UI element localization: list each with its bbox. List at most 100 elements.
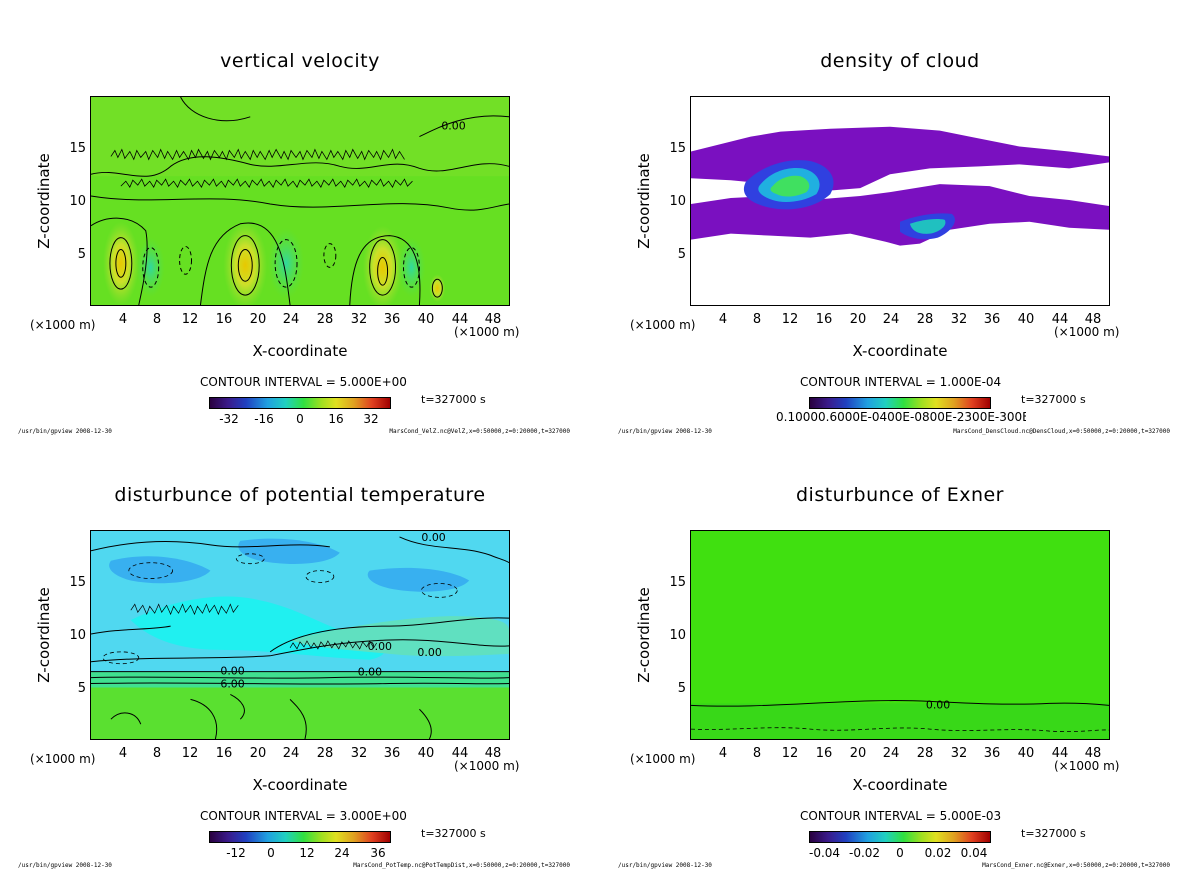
x-tick-label: 16	[815, 312, 833, 327]
x-tick-label: 4	[118, 312, 128, 327]
x-tick-label: 44	[1051, 746, 1069, 761]
colorbar-tick-labels: 0.10000.6000E-0400E-0800E-2300E-300E-03	[776, 410, 1026, 424]
footer-left: /usr/bin/gpview 2008-12-30	[618, 862, 712, 869]
contour-line-negative	[274, 239, 298, 288]
x-unit-left: (×1000 m)	[630, 318, 696, 332]
x-tick-label: 40	[417, 746, 435, 761]
x-tick-label: 8	[152, 746, 162, 761]
field-blue-patch	[238, 538, 340, 564]
time-label: t=327000 s	[421, 393, 486, 406]
contour-label: 6.00	[220, 678, 244, 691]
x-tick-label: 24	[282, 746, 300, 761]
updraft-core	[102, 221, 139, 305]
plot-area	[690, 96, 1110, 306]
contour-line	[91, 156, 509, 177]
plot-area: 0.00	[90, 96, 510, 306]
field-blue-patch	[109, 556, 211, 584]
cloud-core	[909, 219, 946, 234]
colorbar-tick: -0.04	[809, 846, 841, 860]
colorbar-tick: 0	[267, 846, 275, 860]
y-tick-label: 10	[669, 628, 686, 643]
plot-area: 0.00 0.00 0.00 0.00 6.00 0.00	[90, 530, 510, 740]
y-axis-label: Z-coordinate	[35, 587, 53, 683]
footer-right: MarsCond_DensCloud.nc@DensCloud,x=0:5000…	[953, 428, 1170, 435]
y-tick-label: 15	[69, 141, 86, 156]
contour-line-negative	[142, 247, 160, 288]
contour-line	[419, 115, 509, 138]
panel-potential-temperature: disturbunce of potential temperature Z-c…	[0, 434, 600, 869]
contour-line-negative	[421, 583, 458, 598]
contour-line-negative	[179, 246, 193, 275]
y-tick-label: 5	[77, 681, 86, 696]
footer-right: MarsCond_VelZ.nc@VelZ,x=0:50000,z=0:2000…	[389, 428, 570, 435]
colorbar-tick: 0	[296, 412, 304, 426]
panel-density-of-cloud: density of cloud Z-coordinate 5 10 15 4 …	[600, 0, 1200, 435]
downdraft-core	[397, 237, 426, 298]
x-tick-label: 24	[882, 312, 900, 327]
x-tick-label: 12	[781, 312, 799, 327]
x-tick-label: 12	[181, 312, 199, 327]
x-tick-label: 32	[950, 312, 968, 327]
x-tick-label: 16	[215, 746, 233, 761]
x-unit-left: (×1000 m)	[630, 752, 696, 766]
cloud-core	[770, 175, 810, 197]
x-tick-label: 24	[882, 746, 900, 761]
contour-label: 0.00	[417, 646, 441, 659]
chart-title: density of cloud	[820, 50, 980, 72]
x-tick-label: 36	[983, 746, 1001, 761]
contour-line	[431, 278, 443, 298]
contour-line	[230, 693, 245, 720]
updraft-core	[429, 274, 446, 303]
colorbar	[809, 831, 991, 843]
contour-interval: CONTOUR INTERVAL = 3.000E+00	[200, 809, 407, 823]
contour-line	[180, 97, 251, 122]
downdraft-core	[268, 227, 304, 300]
x-tick-label: 20	[849, 746, 867, 761]
colorbar	[209, 831, 391, 843]
x-tick-label: 16	[215, 312, 233, 327]
x-tick-label: 32	[350, 746, 368, 761]
contour-line	[419, 708, 432, 739]
contour-line	[237, 249, 253, 282]
panel-exner: disturbunce of Exner Z-coordinate 5 10 1…	[600, 434, 1200, 869]
contour-line	[91, 625, 171, 635]
field-band	[91, 97, 509, 177]
x-tick-label: 8	[752, 746, 762, 761]
x-tick-label: 32	[950, 746, 968, 761]
colorbar-tick: -0.02	[849, 846, 881, 860]
x-tick-label: 4	[718, 312, 728, 327]
turbulence-contours	[289, 640, 377, 650]
contour-line	[109, 237, 133, 290]
chart-title: vertical velocity	[220, 50, 380, 72]
x-tick-label: 4	[718, 746, 728, 761]
x-unit-left: (×1000 m)	[30, 752, 96, 766]
x-tick-label: 48	[1084, 746, 1102, 761]
x-axis-label: X-coordinate	[852, 776, 948, 794]
x-tick-label: 28	[316, 312, 334, 327]
turbulence-contours	[120, 178, 413, 188]
x-tick-label: 44	[451, 312, 469, 327]
y-tick-label: 10	[69, 194, 86, 209]
x-tick-label: 44	[451, 746, 469, 761]
y-tick-label: 10	[69, 628, 86, 643]
x-tick-label: 4	[118, 746, 128, 761]
contour-line	[115, 249, 127, 278]
y-tick-label: 10	[669, 194, 686, 209]
x-tick-label: 36	[983, 312, 1001, 327]
contour-line-negative	[128, 562, 174, 579]
y-axis-label: Z-coordinate	[635, 153, 653, 249]
time-label: t=327000 s	[421, 827, 486, 840]
colorbar-tick: -16	[254, 412, 274, 426]
contour-line	[91, 682, 509, 685]
x-tick-label: 48	[484, 312, 502, 327]
y-tick-label: 15	[669, 141, 686, 156]
time-label: t=327000 s	[1021, 827, 1086, 840]
colorbar-tick: 0.04	[960, 846, 988, 860]
colorbar-tick: 0	[896, 846, 904, 860]
x-tick-label: 24	[282, 312, 300, 327]
colorbar-tick: 36	[370, 846, 386, 860]
contour-line	[369, 239, 397, 296]
contour-label: 0.00	[358, 666, 382, 679]
x-tick-label: 20	[849, 312, 867, 327]
colorbar-tick: -32	[219, 412, 239, 426]
